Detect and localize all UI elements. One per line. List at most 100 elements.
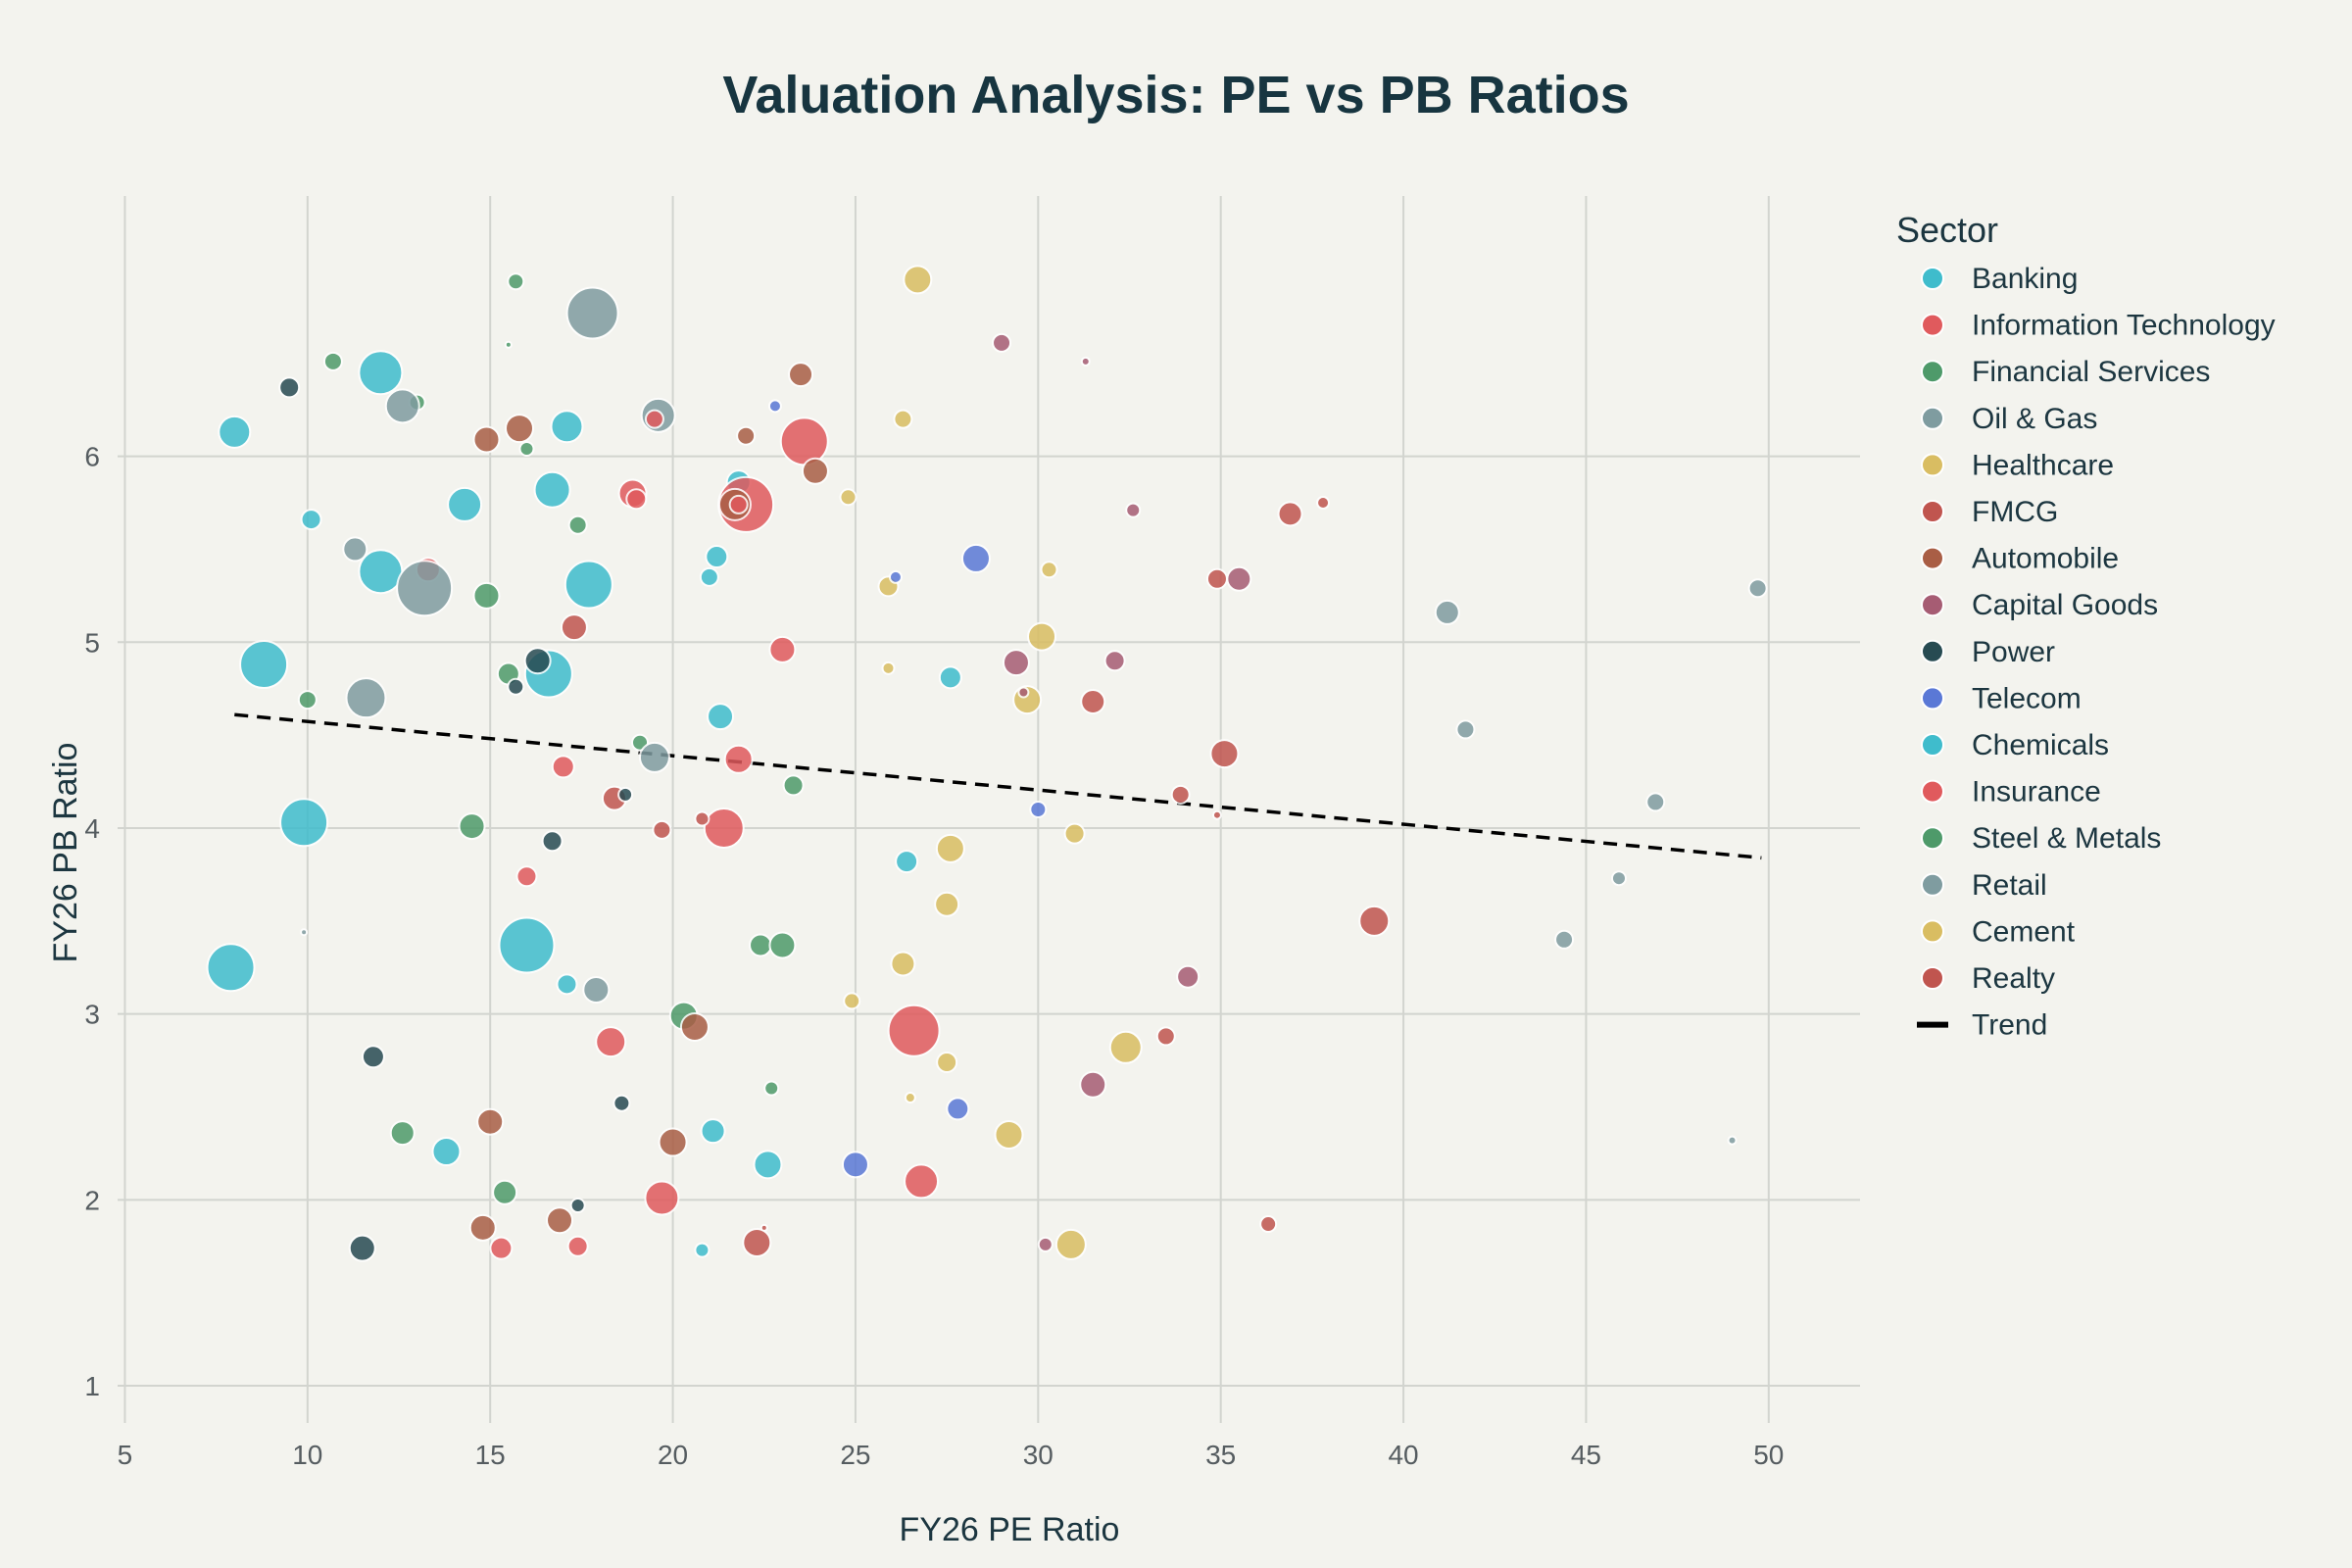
data-point <box>638 741 670 773</box>
data-point <box>934 891 960 917</box>
x-axis-title: FY26 PE Ratio <box>900 1511 1120 1548</box>
data-point <box>946 1097 970 1121</box>
data-point <box>703 807 745 849</box>
legend-marker <box>1921 313 1944 337</box>
legend-label: Automobile <box>1972 543 2119 575</box>
data-point <box>342 536 368 563</box>
data-point <box>839 488 858 507</box>
data-point <box>472 581 501 610</box>
data-point <box>556 973 578 996</box>
data-point <box>361 1045 385 1069</box>
legend-marker <box>1921 686 1944 710</box>
data-point <box>300 928 309 937</box>
y-tick-label: 5 <box>84 627 100 658</box>
y-tick-label: 1 <box>84 1371 100 1401</box>
data-point <box>1554 929 1575 950</box>
data-point <box>279 798 329 848</box>
data-point <box>749 933 773 957</box>
data-point <box>565 286 619 340</box>
data-point <box>1040 561 1058 579</box>
data-point <box>560 613 588 642</box>
data-point <box>895 850 919 874</box>
data-point <box>767 399 782 414</box>
x-tick-label: 10 <box>292 1440 322 1470</box>
data-point <box>612 1094 631 1112</box>
data-point <box>533 470 571 509</box>
data-point <box>742 1227 772 1257</box>
data-point <box>1125 502 1142 518</box>
data-point <box>992 332 1012 353</box>
data-point <box>763 1080 780 1097</box>
data-point <box>1205 567 1228 590</box>
legend-label: Capital Goods <box>1972 589 2158 621</box>
legend-marker <box>1921 639 1944 663</box>
data-point <box>904 1163 940 1200</box>
data-point <box>994 1119 1024 1150</box>
data-point <box>782 774 805 797</box>
data-point <box>658 1127 688 1157</box>
data-point <box>1277 501 1303 527</box>
data-point <box>699 566 719 587</box>
data-point <box>903 265 933 295</box>
data-point <box>1316 496 1331 510</box>
data-point <box>569 1198 586 1214</box>
data-point <box>458 812 486 841</box>
data-point <box>595 1026 627 1058</box>
data-point <box>881 661 896 675</box>
data-point <box>617 786 634 803</box>
data-point <box>893 409 913 429</box>
data-point <box>1029 801 1048 818</box>
data-point <box>728 494 749 514</box>
data-point <box>1747 578 1768 599</box>
data-point <box>476 1107 505 1136</box>
data-point <box>498 916 556 974</box>
legend-marker <box>1921 546 1944 570</box>
data-point <box>779 416 829 466</box>
data-point <box>1211 809 1222 820</box>
data-point <box>300 509 322 531</box>
legend-marker <box>1921 733 1944 757</box>
data-point <box>1079 1070 1107 1099</box>
legend-marker <box>1921 966 1944 990</box>
legend-label: Oil & Gas <box>1972 403 2097 435</box>
data-point <box>505 414 535 444</box>
data-point <box>358 350 404 396</box>
data-point <box>694 810 710 827</box>
legend-marker <box>1921 872 1944 897</box>
data-point <box>1645 792 1666 812</box>
data-point <box>935 833 965 863</box>
legend-label: Banking <box>1972 263 2078 295</box>
data-point <box>567 514 588 535</box>
data-point <box>801 457 829 485</box>
data-point <box>504 340 513 349</box>
data-point <box>625 488 648 511</box>
x-tick-label: 25 <box>840 1440 870 1470</box>
legend-label: Healthcare <box>1972 449 2114 481</box>
data-point <box>1108 1030 1143 1064</box>
data-point <box>472 425 501 454</box>
legend-label: Steel & Metals <box>1972 822 2161 855</box>
data-point <box>431 1137 462 1167</box>
y-tick-label: 2 <box>84 1185 100 1215</box>
data-point <box>348 1234 376 1262</box>
data-point <box>507 272 525 291</box>
data-point <box>841 1151 869 1179</box>
data-point <box>768 931 797 959</box>
data-point <box>447 486 483 522</box>
data-point <box>652 819 672 840</box>
data-point <box>1063 822 1086 845</box>
legend-label: Realty <box>1972 962 2055 995</box>
data-point <box>1226 565 1252 592</box>
y-tick-label: 3 <box>84 1000 100 1030</box>
legend-title: Sector <box>1896 210 1998 250</box>
data-point <box>1002 649 1030 677</box>
data-point <box>736 425 757 446</box>
data-point <box>887 1004 941 1057</box>
data-point <box>1455 719 1476 740</box>
data-point <box>936 1051 958 1073</box>
legend-label: FMCG <box>1972 496 2058 528</box>
data-point <box>1259 1215 1278 1234</box>
